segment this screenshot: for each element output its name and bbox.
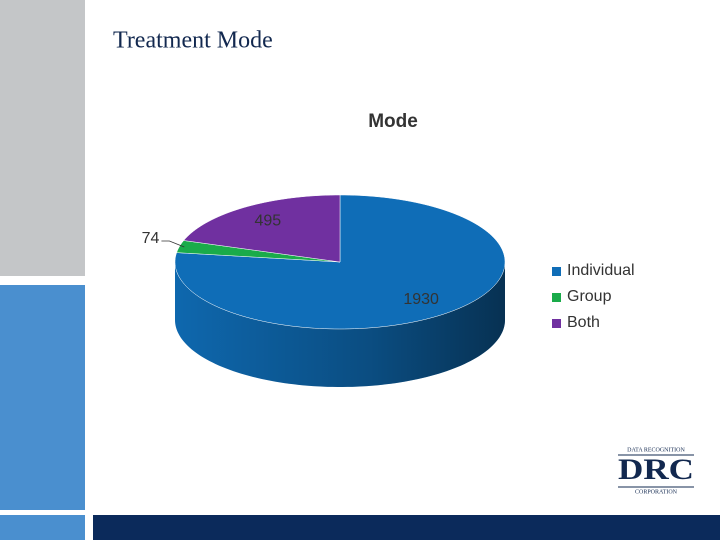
data-label: 495 bbox=[255, 212, 282, 229]
pie-slice bbox=[183, 194, 341, 263]
pie: 1930 74 495 bbox=[142, 194, 506, 387]
logo: DATA RECOGNITION DRC CORPORATION bbox=[618, 447, 694, 495]
legend-swatch bbox=[552, 319, 561, 328]
legend-label: Both bbox=[567, 314, 600, 331]
data-label: 1930 bbox=[403, 291, 439, 308]
chart-title: Mode bbox=[368, 111, 418, 132]
logo-main: DRC bbox=[618, 453, 694, 486]
pie-side-shade bbox=[175, 262, 505, 387]
legend-swatch bbox=[552, 293, 561, 302]
leader-line bbox=[161, 240, 185, 248]
logo-bottom: CORPORATION bbox=[635, 489, 678, 495]
logo-top: DATA RECOGNITION bbox=[627, 447, 685, 453]
data-label: 74 bbox=[142, 230, 160, 247]
side-bar-blue-bottom bbox=[0, 515, 85, 540]
side-bar-blue bbox=[0, 285, 85, 510]
side-bar-gray bbox=[0, 0, 85, 276]
bottom-bar bbox=[93, 515, 720, 540]
legend-label: Individual bbox=[567, 262, 635, 279]
legend-swatch bbox=[552, 267, 561, 276]
slide-title: Treatment Mode bbox=[113, 28, 273, 54]
legend-label: Group bbox=[567, 288, 612, 305]
